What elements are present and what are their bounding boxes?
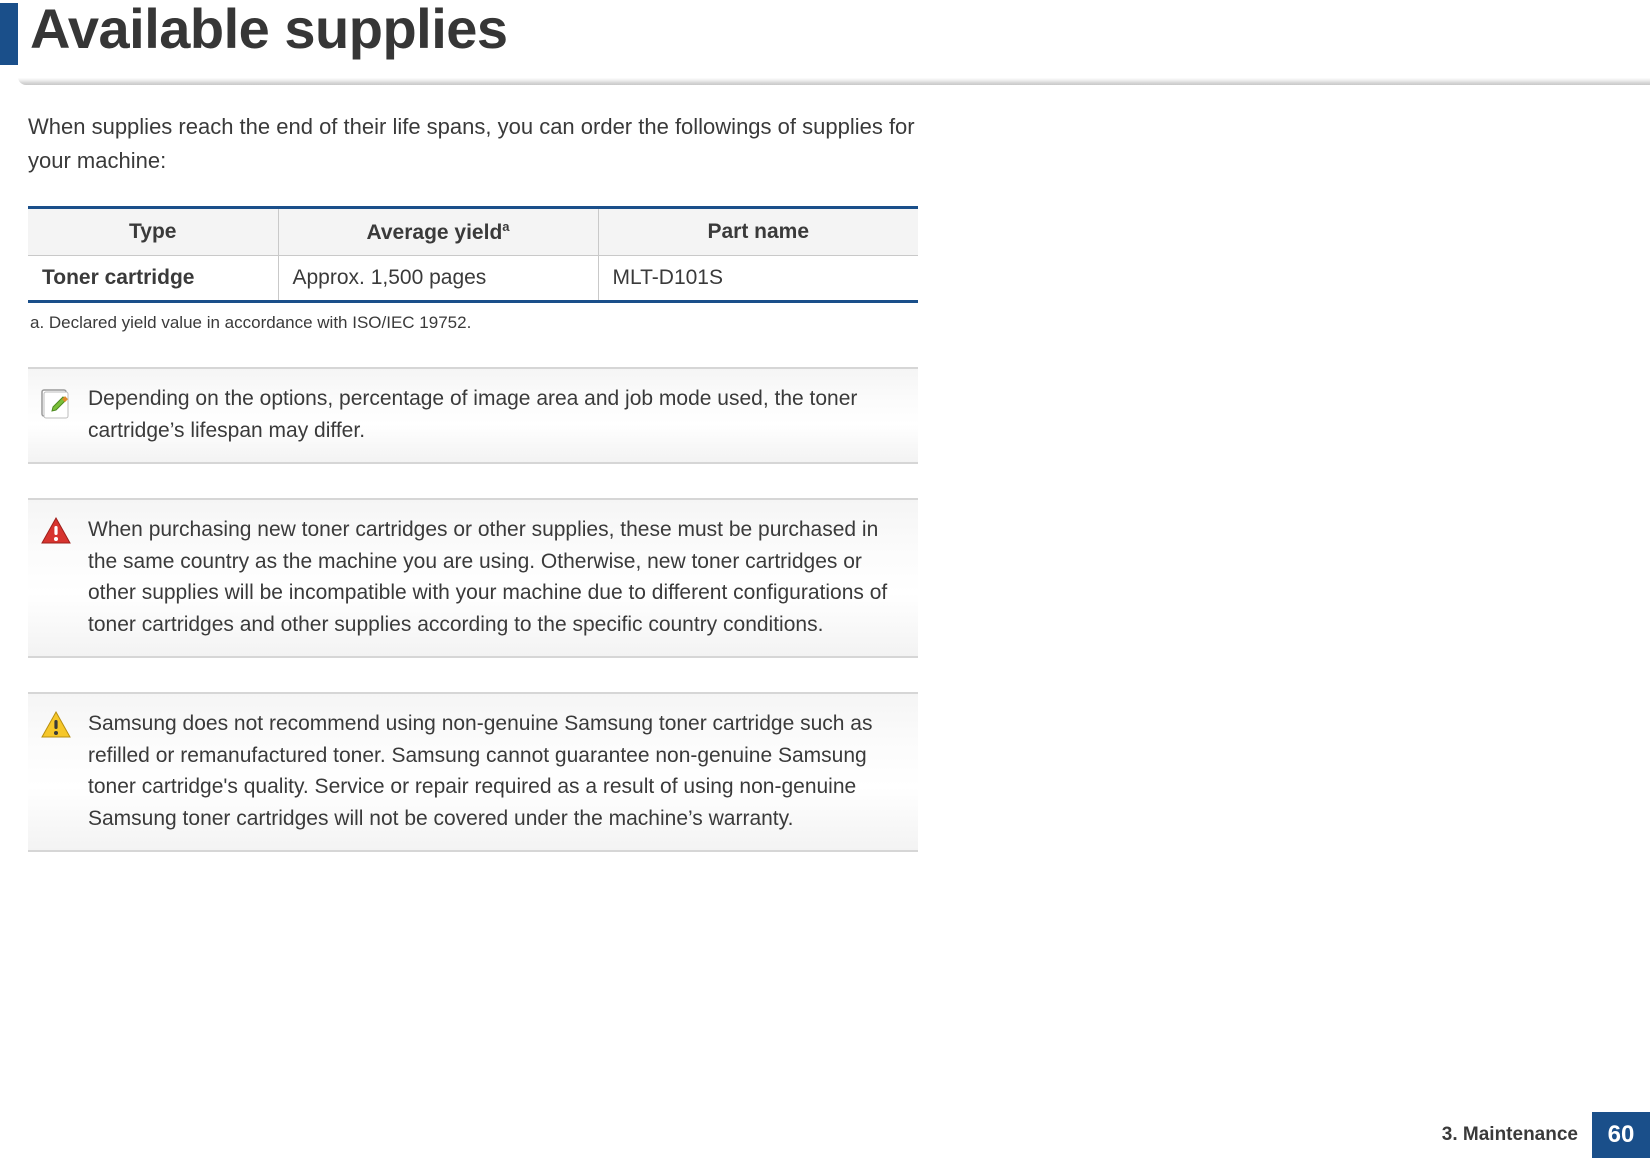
note-pencil-icon bbox=[38, 383, 74, 419]
td-yield: Approx. 1,500 pages bbox=[278, 256, 598, 302]
th-yield-sup: a bbox=[502, 219, 509, 234]
table-row: Toner cartridge Approx. 1,500 pages MLT-… bbox=[28, 256, 918, 302]
table-footnote: a. Declared yield value in accordance wi… bbox=[30, 313, 918, 333]
footer-chapter-label: 3. Maintenance bbox=[1442, 1112, 1592, 1158]
callout-note: Depending on the options, percentage of … bbox=[28, 367, 918, 464]
page-title: Available supplies bbox=[30, 0, 508, 61]
table-header-row: Type Average yielda Part name bbox=[28, 208, 918, 256]
callout-warning: When purchasing new toner cartridges or … bbox=[28, 498, 918, 658]
supplies-table: Type Average yielda Part name Toner cart… bbox=[28, 206, 918, 303]
callout-warning-text: When purchasing new toner cartridges or … bbox=[88, 514, 902, 640]
caution-yellow-icon bbox=[38, 708, 74, 740]
footer-page-number: 60 bbox=[1592, 1112, 1650, 1158]
th-type-label: Type bbox=[129, 220, 176, 243]
title-bar: Available supplies bbox=[0, 0, 1650, 90]
callout-note-text: Depending on the options, percentage of … bbox=[88, 383, 902, 446]
td-part: MLT-D101S bbox=[598, 256, 918, 302]
page-footer: 3. Maintenance 60 bbox=[1442, 1112, 1650, 1158]
page-root: Available supplies When supplies reach t… bbox=[0, 0, 1650, 1158]
intro-text: When supplies reach the end of their lif… bbox=[28, 110, 918, 178]
callout-caution: Samsung does not recommend using non-gen… bbox=[28, 692, 918, 852]
th-part: Part name bbox=[598, 208, 918, 256]
warning-red-icon bbox=[38, 514, 74, 546]
th-type: Type bbox=[28, 208, 278, 256]
th-yield: Average yielda bbox=[278, 208, 598, 256]
content-column: When supplies reach the end of their lif… bbox=[28, 110, 918, 852]
td-type: Toner cartridge bbox=[28, 256, 278, 302]
th-part-label: Part name bbox=[707, 220, 809, 243]
title-rule bbox=[18, 77, 1650, 85]
callout-caution-text: Samsung does not recommend using non-gen… bbox=[88, 708, 902, 834]
title-accent-bar bbox=[0, 3, 18, 65]
th-yield-label: Average yield bbox=[366, 221, 502, 244]
